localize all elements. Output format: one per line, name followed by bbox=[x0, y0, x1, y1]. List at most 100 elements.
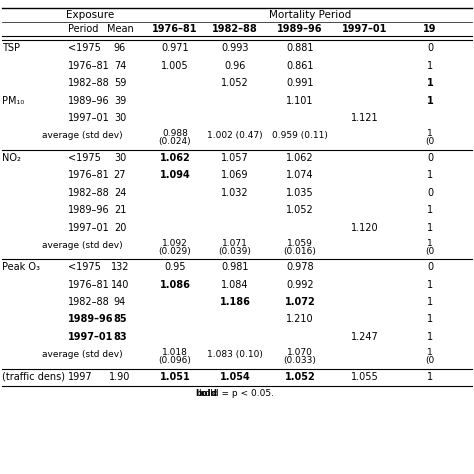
Text: Peak O₃: Peak O₃ bbox=[2, 262, 40, 272]
Text: (traffic dens): (traffic dens) bbox=[2, 372, 65, 382]
Text: 1.055: 1.055 bbox=[351, 372, 379, 382]
Text: 1989–96: 1989–96 bbox=[68, 95, 109, 106]
Text: 1989–96: 1989–96 bbox=[68, 205, 109, 215]
Text: 1.032: 1.032 bbox=[221, 188, 249, 198]
Text: 1.072: 1.072 bbox=[284, 297, 315, 307]
Text: 1.084: 1.084 bbox=[221, 280, 249, 290]
Text: <1975: <1975 bbox=[68, 153, 101, 163]
Text: 1.094: 1.094 bbox=[160, 170, 191, 180]
Text: 0.971: 0.971 bbox=[161, 43, 189, 53]
Text: 1976–81: 1976–81 bbox=[68, 170, 110, 180]
Text: 85: 85 bbox=[113, 315, 127, 325]
Text: 1.057: 1.057 bbox=[221, 153, 249, 163]
Text: Period: Period bbox=[68, 24, 99, 34]
Text: 1.90: 1.90 bbox=[109, 372, 131, 382]
Text: 1: 1 bbox=[427, 129, 433, 138]
Text: 1.247: 1.247 bbox=[351, 332, 379, 342]
Text: 0.959 (0.11): 0.959 (0.11) bbox=[272, 131, 328, 140]
Text: 0.861: 0.861 bbox=[286, 61, 314, 71]
Text: average (std dev): average (std dev) bbox=[42, 350, 122, 359]
Text: 1: 1 bbox=[427, 61, 433, 71]
Text: 1997–01: 1997–01 bbox=[68, 113, 110, 123]
Text: (0.016): (0.016) bbox=[283, 246, 317, 255]
Text: 1.035: 1.035 bbox=[286, 188, 314, 198]
Text: Mean: Mean bbox=[107, 24, 133, 34]
Text: 1997–01: 1997–01 bbox=[342, 24, 388, 34]
Text: 1982–88: 1982–88 bbox=[68, 188, 110, 198]
Text: (0: (0 bbox=[425, 356, 435, 365]
Text: 74: 74 bbox=[114, 61, 126, 71]
Text: 1.083 (0.10): 1.083 (0.10) bbox=[207, 350, 263, 359]
Text: 1.002 (0.47): 1.002 (0.47) bbox=[207, 131, 263, 140]
Text: Mortality Period: Mortality Period bbox=[269, 10, 351, 20]
Text: 83: 83 bbox=[113, 332, 127, 342]
Text: 59: 59 bbox=[114, 78, 126, 88]
Text: 0.988: 0.988 bbox=[162, 129, 188, 138]
Text: Exposure: Exposure bbox=[66, 10, 114, 20]
Text: 1.052: 1.052 bbox=[286, 205, 314, 215]
Text: 0: 0 bbox=[427, 188, 433, 198]
Text: average (std dev): average (std dev) bbox=[42, 240, 122, 249]
Text: 1997–01: 1997–01 bbox=[68, 222, 110, 233]
Text: 1.070: 1.070 bbox=[287, 348, 313, 357]
Text: 0.978: 0.978 bbox=[286, 262, 314, 272]
Text: 1: 1 bbox=[427, 297, 433, 307]
Text: 1: 1 bbox=[427, 78, 433, 88]
Text: 0.981: 0.981 bbox=[221, 262, 249, 272]
Text: 1.101: 1.101 bbox=[286, 95, 314, 106]
Text: (0: (0 bbox=[425, 246, 435, 255]
Text: 1997: 1997 bbox=[68, 372, 92, 382]
Text: 1.074: 1.074 bbox=[286, 170, 314, 180]
Text: 1.062: 1.062 bbox=[286, 153, 314, 163]
Text: 1976–81: 1976–81 bbox=[68, 280, 110, 290]
Text: <1975: <1975 bbox=[68, 43, 101, 53]
Text: 0.95: 0.95 bbox=[164, 262, 186, 272]
Text: (0.029): (0.029) bbox=[159, 246, 191, 255]
Text: TSP: TSP bbox=[2, 43, 20, 53]
Text: 24: 24 bbox=[114, 188, 126, 198]
Text: 1.086: 1.086 bbox=[160, 280, 191, 290]
Text: 30: 30 bbox=[114, 153, 126, 163]
Text: 0: 0 bbox=[427, 153, 433, 163]
Text: 1982–88: 1982–88 bbox=[68, 78, 110, 88]
Text: (0.096): (0.096) bbox=[159, 356, 191, 365]
Text: 0: 0 bbox=[427, 262, 433, 272]
Text: 140: 140 bbox=[111, 280, 129, 290]
Text: 1: 1 bbox=[427, 95, 433, 106]
Text: 1976–81: 1976–81 bbox=[68, 61, 110, 71]
Text: 1.005: 1.005 bbox=[161, 61, 189, 71]
Text: 1: 1 bbox=[427, 170, 433, 180]
Text: (0.033): (0.033) bbox=[283, 356, 317, 365]
Text: bold: bold bbox=[195, 390, 217, 399]
Text: 20: 20 bbox=[114, 222, 126, 233]
Text: 132: 132 bbox=[111, 262, 129, 272]
Text: 1982–88: 1982–88 bbox=[212, 24, 258, 34]
Text: 1: 1 bbox=[427, 238, 433, 247]
Text: 0.881: 0.881 bbox=[286, 43, 314, 53]
Text: 1989–96: 1989–96 bbox=[68, 315, 113, 325]
Text: 1.054: 1.054 bbox=[219, 372, 250, 382]
Text: 39: 39 bbox=[114, 95, 126, 106]
Text: 0.991: 0.991 bbox=[286, 78, 314, 88]
Text: (0.024): (0.024) bbox=[159, 137, 191, 146]
Text: 1: 1 bbox=[427, 348, 433, 357]
Text: 1997–01: 1997–01 bbox=[68, 332, 113, 342]
Text: 0.992: 0.992 bbox=[286, 280, 314, 290]
Text: 94: 94 bbox=[114, 297, 126, 307]
Text: 1.059: 1.059 bbox=[287, 238, 313, 247]
Text: 1: 1 bbox=[427, 205, 433, 215]
Text: <1975: <1975 bbox=[68, 262, 101, 272]
Text: 0: 0 bbox=[427, 43, 433, 53]
Text: 27: 27 bbox=[114, 170, 126, 180]
Text: 1982–88: 1982–88 bbox=[68, 297, 110, 307]
Text: 1989–96: 1989–96 bbox=[277, 24, 323, 34]
Text: 1.052: 1.052 bbox=[221, 78, 249, 88]
Text: (0.039): (0.039) bbox=[219, 246, 251, 255]
Text: 1.121: 1.121 bbox=[351, 113, 379, 123]
Text: 96: 96 bbox=[114, 43, 126, 53]
Text: 1: 1 bbox=[427, 315, 433, 325]
Text: 1: 1 bbox=[427, 222, 433, 233]
Text: 21: 21 bbox=[114, 205, 126, 215]
Text: 1.120: 1.120 bbox=[351, 222, 379, 233]
Text: 30: 30 bbox=[114, 113, 126, 123]
